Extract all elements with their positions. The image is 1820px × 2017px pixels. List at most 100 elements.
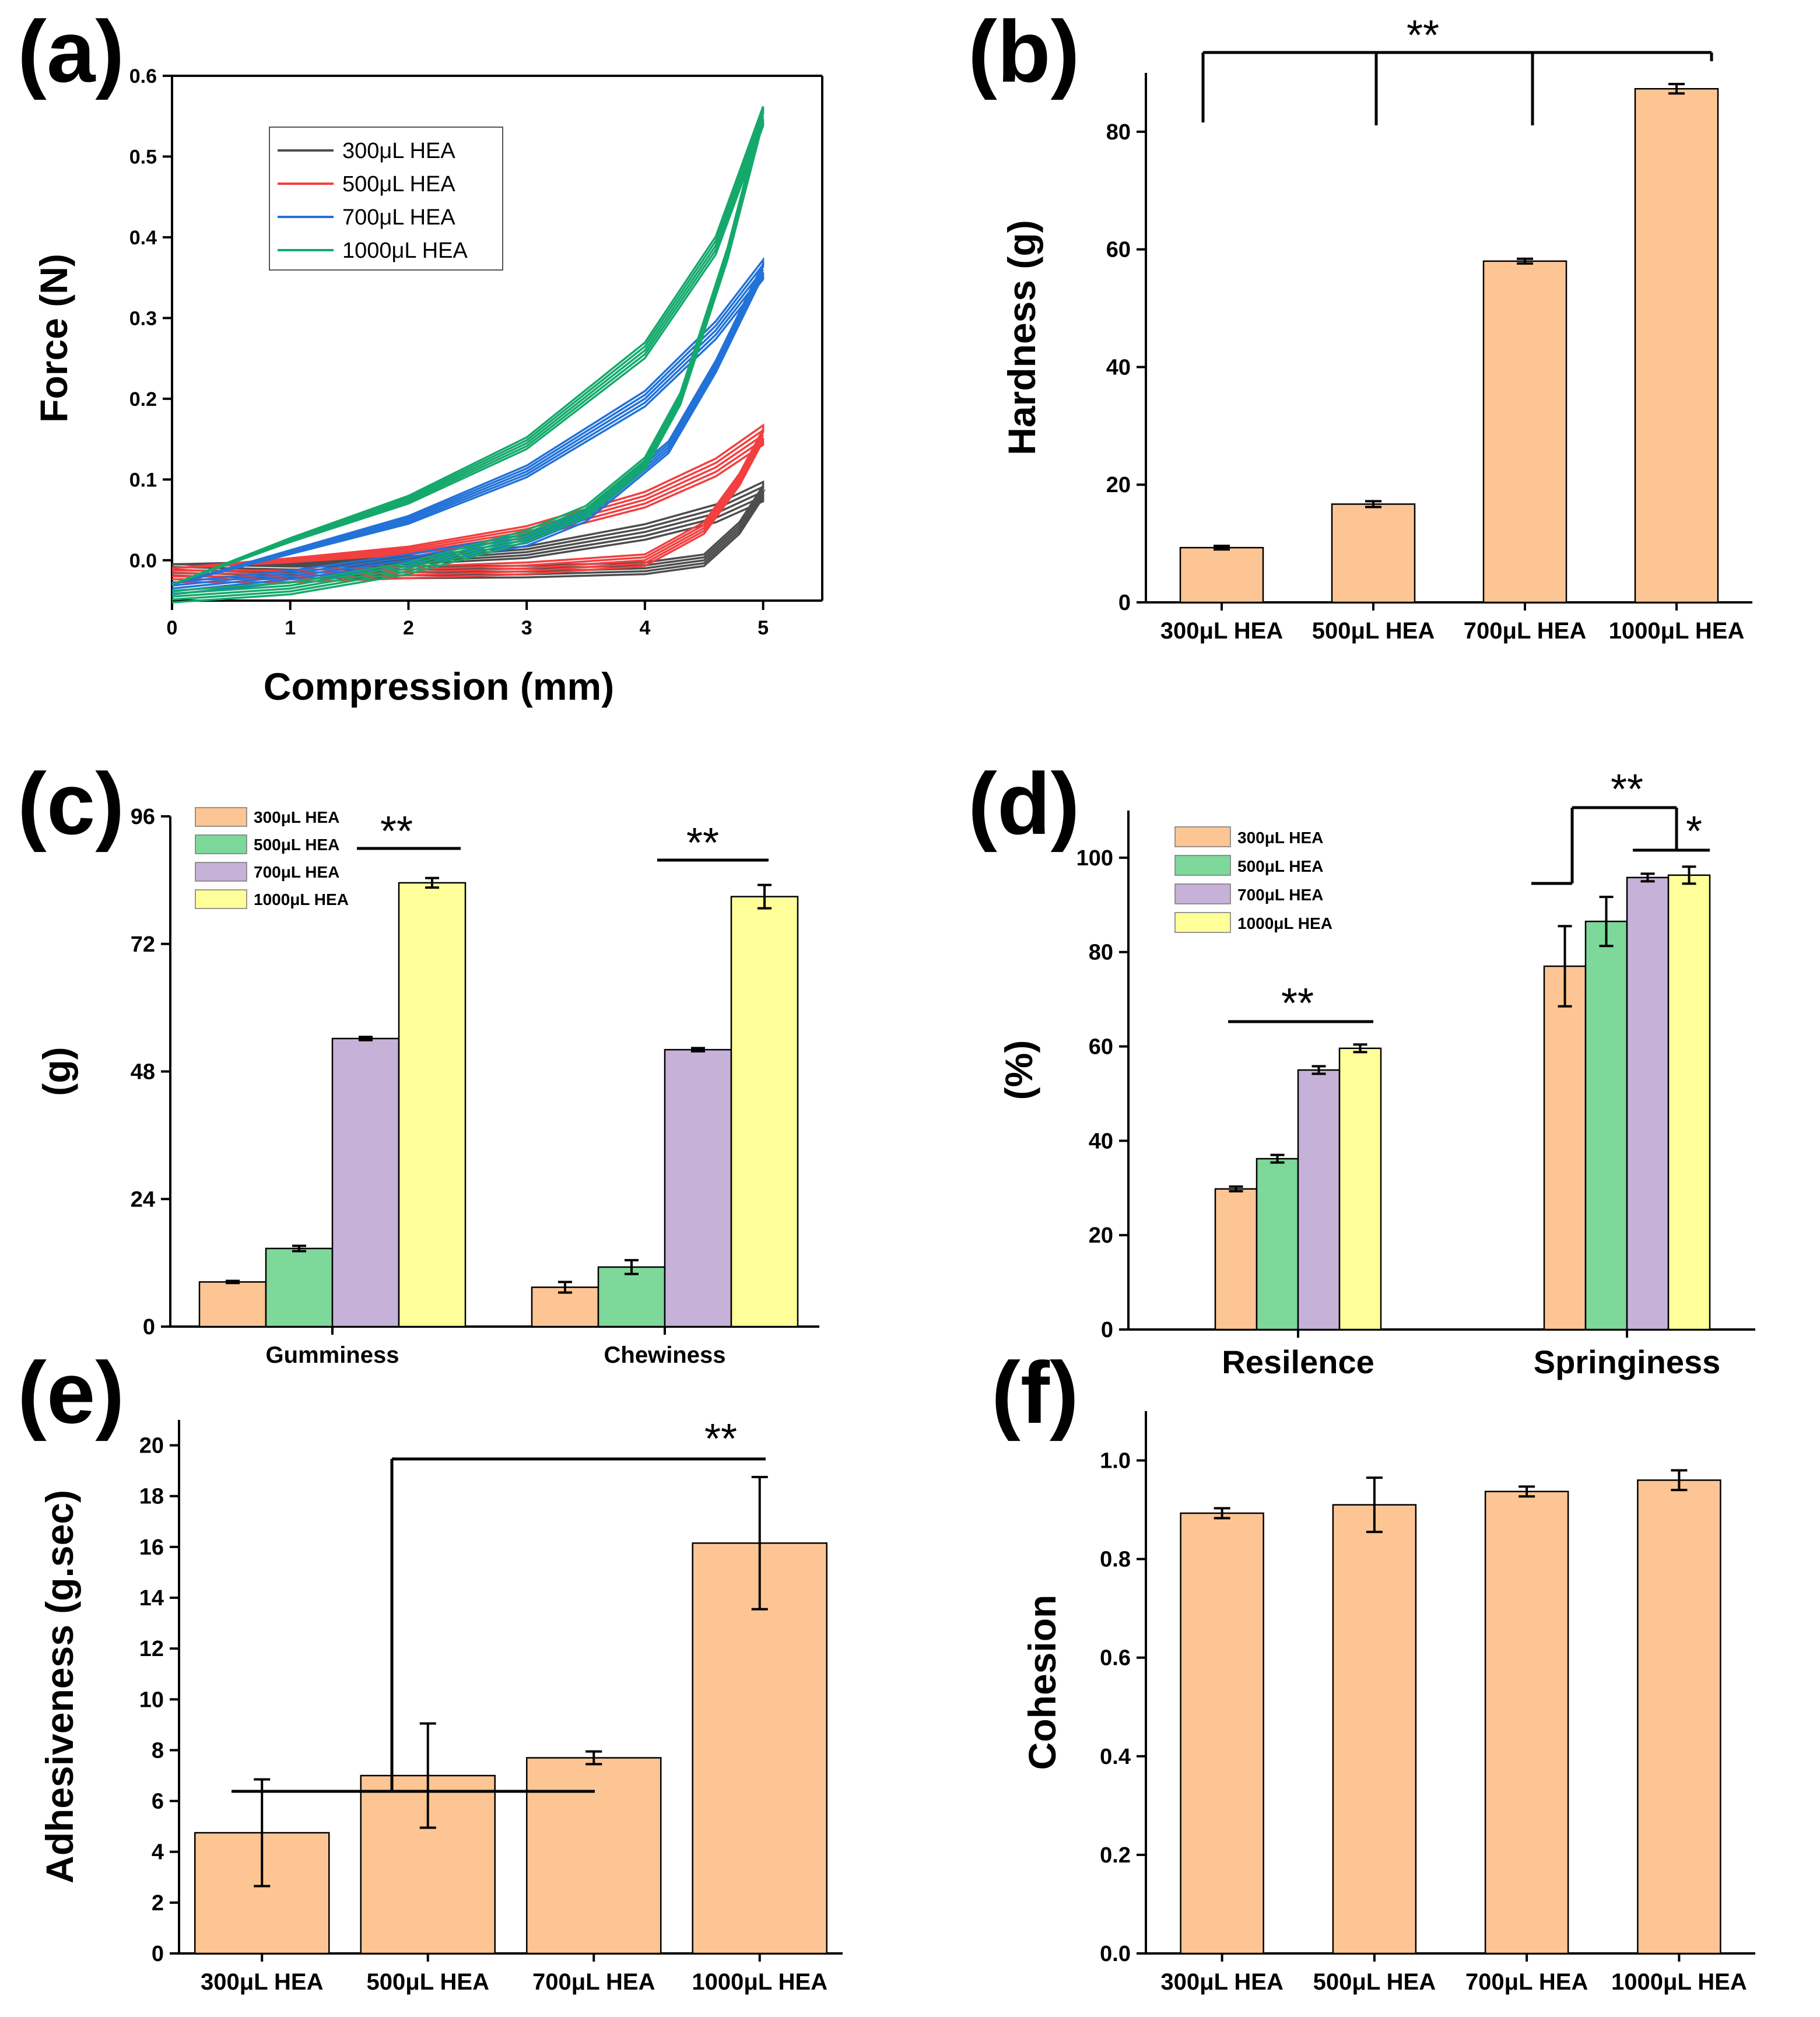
y-axis-title: Force (N)	[32, 254, 75, 423]
legend-label: 500μL HEA	[1237, 857, 1323, 875]
bar	[531, 1286, 599, 1328]
y-tick-label: 0.5	[129, 146, 157, 168]
x-tick-label: 1	[285, 617, 296, 639]
y-tick-label: 100	[1076, 846, 1113, 871]
bar	[1482, 260, 1567, 604]
significance-label: **	[1281, 980, 1314, 1027]
x-tick-label: 1000μL HEA	[692, 1969, 827, 1995]
y-tick-label: 24	[131, 1187, 155, 1212]
bar	[1180, 1512, 1264, 1955]
x-tick-label: Gumminess	[266, 1342, 399, 1368]
y-tick-label: 0.3	[129, 307, 157, 329]
x-tick-label: 2	[403, 617, 414, 639]
series-line-2	[171, 434, 765, 578]
legend-swatch	[195, 889, 247, 909]
panel-label-d: (d)	[968, 755, 1080, 853]
y-tick-label: 40	[1089, 1129, 1113, 1153]
bar	[1637, 1479, 1721, 1955]
y-axis-title: (g)	[35, 1047, 78, 1096]
y-tick-label: 0.0	[129, 550, 157, 572]
y-tick-label: 16	[139, 1535, 164, 1560]
bar	[331, 1037, 400, 1328]
y-tick-label: 60	[1106, 238, 1131, 262]
y-tick-label: 80	[1089, 941, 1113, 965]
y-tick-label: 60	[1089, 1035, 1113, 1060]
bar	[526, 1757, 662, 1955]
bar	[1667, 874, 1711, 1331]
series-line-3	[171, 257, 765, 585]
y-tick-label: 0.2	[1100, 1843, 1131, 1868]
x-tick-label: 0	[167, 617, 178, 639]
significance-label: **	[380, 808, 413, 855]
bar	[730, 896, 799, 1328]
y-axis-title: Cohesion	[1021, 1595, 1064, 1770]
y-tick-label: 0.4	[1100, 1745, 1131, 1769]
bar	[398, 882, 467, 1328]
panel-label-f: (f)	[991, 1344, 1079, 1441]
series-line-2	[171, 428, 765, 575]
series-line-3	[171, 261, 765, 587]
legend-label: 1000μL HEA	[342, 238, 468, 263]
y-tick-label: 0.1	[129, 469, 157, 491]
y-tick-label: 80	[1106, 120, 1131, 145]
y-tick-label: 0.6	[129, 65, 157, 87]
x-tick-label: 1000μL HEA	[1611, 1969, 1747, 1995]
legend-swatch	[195, 807, 247, 827]
y-tick-label: 18	[139, 1485, 164, 1509]
legend-swatch	[1174, 883, 1231, 904]
bar	[198, 1281, 267, 1328]
bar	[1634, 87, 1719, 604]
x-tick-label: 300μL HEA	[201, 1969, 324, 1995]
y-tick-label: 0.2	[129, 388, 157, 411]
y-tick-label: 0	[1118, 591, 1131, 615]
y-tick-label: 10	[139, 1688, 164, 1712]
y-tick-label: 20	[1106, 473, 1131, 497]
chart-f: 0.0 0.2 0.4 0.6 0.8 1.0 300μL HEA 500μL HEA 700μ…	[1021, 1411, 1755, 1995]
panel-label-b: (b)	[968, 2, 1080, 100]
y-tick-label: 20	[1089, 1223, 1113, 1248]
significance-label: **	[704, 1416, 737, 1462]
significance-label: *	[1686, 808, 1702, 855]
x-tick-label: 500μL HEA	[367, 1969, 490, 1995]
y-tick-label: 0	[1101, 1318, 1113, 1342]
y-tick-label: 48	[131, 1060, 155, 1085]
y-axis-title: Hardness (g)	[1000, 220, 1043, 455]
series-line-4	[171, 106, 765, 592]
x-tick-label: 500μL HEA	[1313, 1969, 1436, 1995]
significance-label: **	[686, 820, 719, 867]
bar	[1543, 965, 1587, 1331]
series-line-2	[171, 437, 765, 581]
legend-label: 300μL HEA	[342, 139, 455, 163]
y-tick-label: 2	[152, 1891, 164, 1916]
significance-label: **	[1611, 766, 1643, 813]
legend-label: 300μL HEA	[1237, 829, 1323, 847]
x-tick-label: Springiness	[1534, 1344, 1721, 1380]
chart-e: 0 2 4 6 8 10 12 14 16 18 20 300μL HEA 500μL HEA 700μL…	[38, 1416, 843, 1995]
significance-label: **	[1407, 12, 1439, 59]
legend-swatch	[195, 862, 247, 882]
y-tick-label: 4	[152, 1840, 164, 1865]
bar	[1626, 876, 1670, 1331]
chart-b: 0 20 40 60 80 300μL HEA 500μL HEA 700μL HEA 1000…	[1000, 12, 1752, 644]
y-axis-title: (%)	[997, 1040, 1040, 1100]
x-tick-label: 5	[758, 617, 769, 639]
y-tick-label: 72	[131, 932, 155, 957]
panel-label-e: (e)	[17, 1344, 124, 1441]
x-tick-label: 700μL HEA	[1464, 618, 1587, 644]
y-tick-label: 12	[139, 1637, 164, 1661]
legend-label: 1000μL HEA	[254, 890, 349, 908]
legend-swatch	[195, 834, 247, 854]
y-tick-label: 0.4	[129, 227, 157, 249]
x-tick-label: 4	[639, 617, 650, 639]
bar	[1584, 920, 1628, 1331]
y-tick-label: 8	[152, 1738, 164, 1763]
x-tick-label: 300μL HEA	[1160, 1969, 1284, 1995]
legend-label: 1000μL HEA	[1237, 914, 1332, 932]
bar	[1179, 546, 1264, 604]
series-line-2	[171, 423, 765, 572]
x-tick-label: 3	[521, 617, 532, 639]
y-tick-label: 20	[139, 1434, 164, 1458]
chart-c: 0 24 48 72 96 Gumminess Chewiness (g) 300μL HEA 5…	[35, 805, 819, 1368]
legend-label: 700μL HEA	[1237, 886, 1323, 904]
